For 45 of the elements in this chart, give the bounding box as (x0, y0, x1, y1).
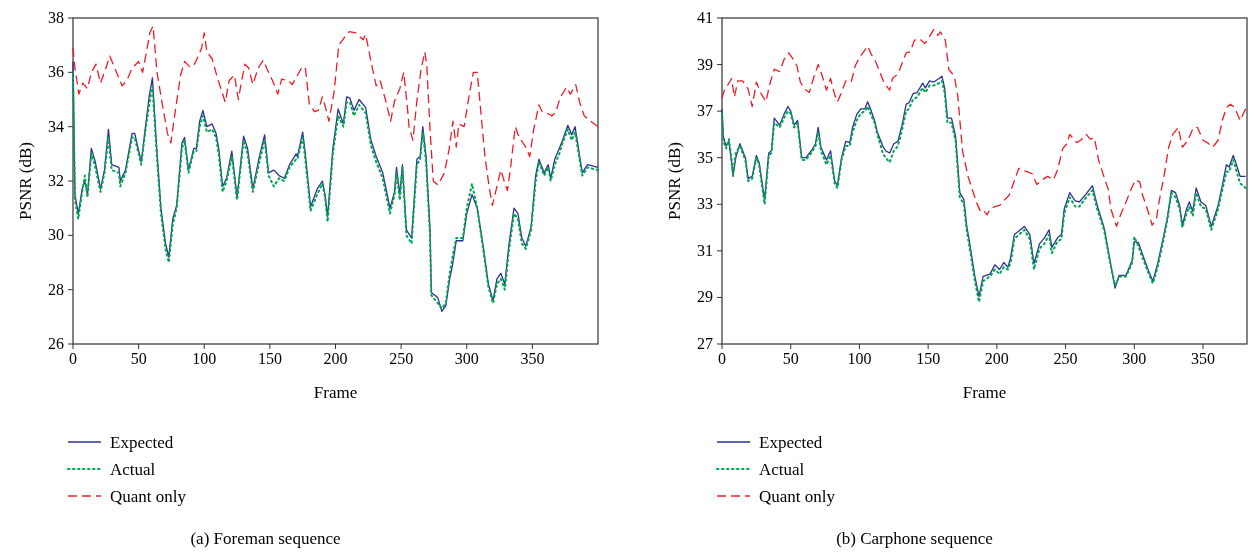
x-tick-label: 50 (130, 350, 147, 367)
line-series (72, 25, 599, 207)
y-tick-label: 30 (48, 226, 64, 244)
x-tick-label: 0 (69, 350, 77, 367)
legend-label: Quant only (110, 487, 187, 506)
y-tick-label: 38 (48, 9, 64, 26)
y-axis-title: PSNR (dB) (665, 142, 684, 220)
x-tick-label: 250 (1053, 350, 1078, 367)
y-tick-label: 33 (697, 195, 713, 213)
y-tick-label: 41 (697, 9, 713, 26)
x-tick-label: 50 (782, 350, 799, 367)
x-tick-label: 200 (984, 350, 1009, 367)
x-tick-label: 0 (718, 350, 726, 367)
x-tick-label: 300 (454, 350, 479, 367)
legend-label: Actual (110, 460, 156, 479)
x-axis-title: Frame (313, 383, 358, 402)
y-tick-label: 27 (697, 335, 713, 352)
y-tick-label: 39 (697, 55, 713, 73)
y-tick-label: 35 (697, 148, 713, 166)
x-tick-label: 350 (520, 350, 545, 367)
y-tick-label: 28 (48, 280, 64, 298)
x-tick-label: 150 (916, 350, 941, 367)
legend-label: Quant only (759, 487, 836, 506)
y-tick-label: 34 (48, 117, 64, 135)
text: (b) Carphone sequence (836, 529, 993, 548)
y-tick-label: 37 (697, 102, 713, 120)
text: (a) Foreman sequence (190, 529, 341, 548)
x-tick-label: 100 (192, 350, 217, 367)
x-tick-label: 250 (389, 350, 414, 367)
x-tick-label: 350 (1191, 350, 1216, 367)
legend-label: Actual (759, 460, 805, 479)
y-tick-label: 32 (48, 172, 64, 189)
y-tick-label: 31 (697, 241, 713, 259)
x-tick-label: 300 (1122, 350, 1147, 367)
x-tick-label: 200 (323, 350, 348, 367)
legend-label: Expected (759, 433, 823, 452)
y-tick-label: 36 (48, 63, 64, 81)
x-tick-label: 150 (257, 350, 282, 367)
y-tick-label: 29 (697, 288, 713, 306)
y-axis-title: PSNR (dB) (16, 142, 35, 220)
x-tick-label: 100 (847, 350, 872, 367)
y-tick-label: 26 (48, 335, 64, 352)
line-series (721, 28, 1247, 228)
legend-label: Expected (110, 433, 174, 452)
x-axis-title: Frame (962, 383, 1007, 402)
